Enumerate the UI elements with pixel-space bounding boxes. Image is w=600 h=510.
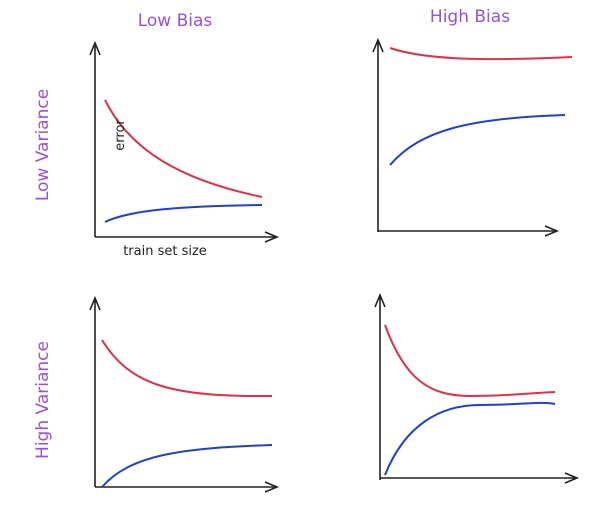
- plot: [372, 37, 573, 237]
- curve: [384, 401, 556, 476]
- curve: [389, 114, 566, 166]
- row-label: High Variance: [33, 341, 53, 459]
- plot: error train set size: [89, 40, 280, 259]
- axis-label: train set size: [123, 244, 207, 259]
- plot: [374, 292, 580, 484]
- axis-label: error: [113, 119, 128, 151]
- curve: [104, 99, 263, 198]
- column-label: High Bias: [430, 7, 510, 27]
- axes: [89, 40, 280, 243]
- plot: [89, 295, 280, 493]
- curve: [101, 444, 273, 488]
- axes: [372, 37, 560, 237]
- curve: [101, 339, 273, 398]
- curve: [104, 204, 263, 223]
- row-label: Low Variance: [33, 89, 53, 201]
- column-label: Low Bias: [138, 11, 213, 31]
- curve: [384, 324, 556, 398]
- axes: [89, 295, 280, 493]
- curve: [389, 47, 573, 61]
- axes: [374, 292, 580, 484]
